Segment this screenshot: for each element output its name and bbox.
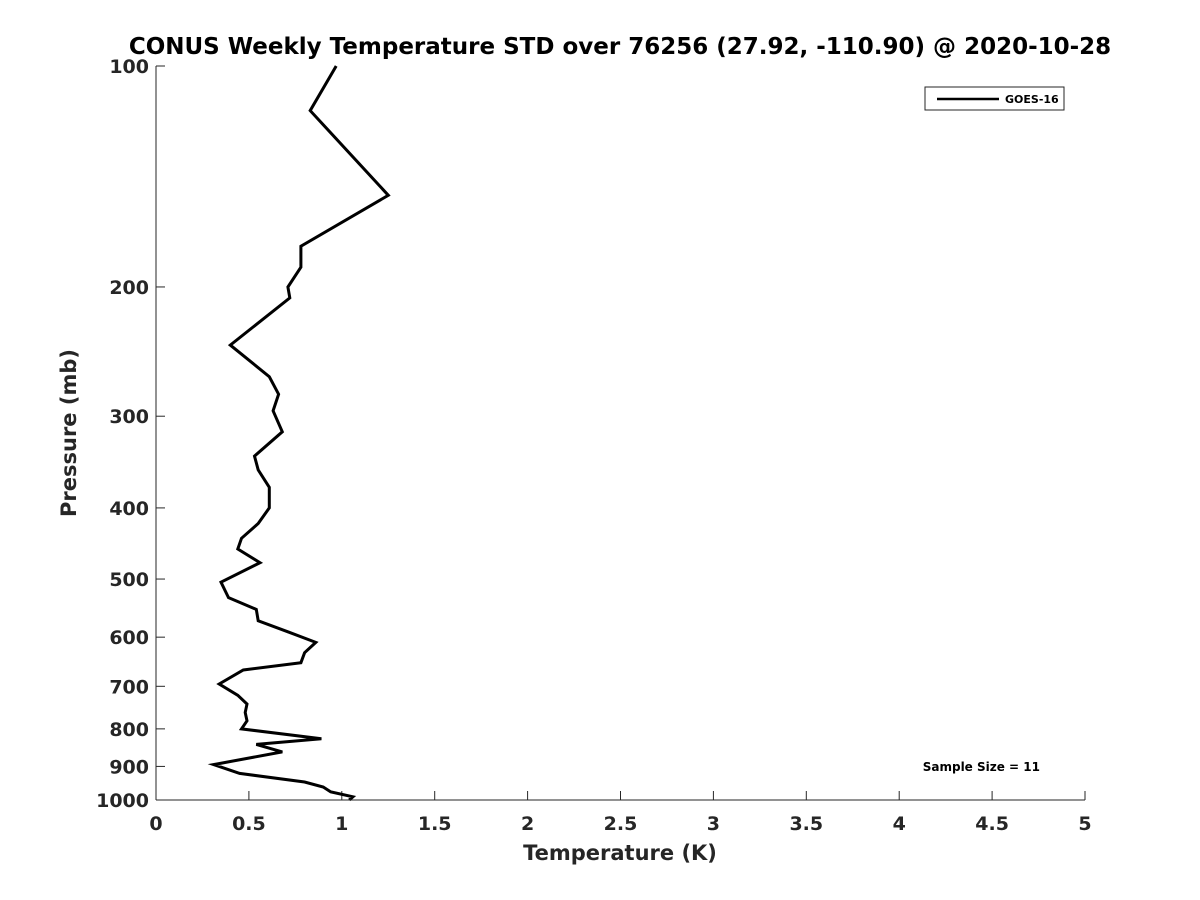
- legend-label-goes-16: GOES-16: [1005, 93, 1059, 106]
- y-tick-label: 800: [109, 719, 149, 741]
- x-tick-label: 0.5: [232, 813, 266, 835]
- y-tick-label: 200: [109, 277, 149, 299]
- series-line-goes-16: [207, 65, 391, 802]
- y-tick-label: 100: [109, 56, 149, 78]
- x-axis-label: Temperature (K): [523, 841, 717, 865]
- x-tick-label: 1.5: [418, 813, 452, 835]
- x-tick-label: 3: [707, 813, 720, 835]
- y-tick-label: 300: [109, 406, 149, 428]
- x-tick-label: 5: [1078, 813, 1091, 835]
- series-layer: [207, 65, 391, 802]
- y-axis-ticks: 100 200 300 400 500 600 700 800 900 1000: [96, 56, 165, 812]
- x-tick-label: 4.5: [975, 813, 1009, 835]
- y-tick-label: 1000: [96, 790, 149, 812]
- x-tick-label: 0: [149, 813, 162, 835]
- x-tick-label: 1: [335, 813, 348, 835]
- y-tick-label: 500: [109, 569, 149, 591]
- plot-area: [156, 66, 1085, 800]
- x-tick-label: 3.5: [789, 813, 823, 835]
- x-axis-ticks: 0 0.5 1 1.5 2 2.5 3 3.5 4 4.5 5: [149, 791, 1092, 835]
- legend: GOES-16: [924, 86, 1065, 111]
- sample-size-annotation: Sample Size = 11: [923, 760, 1040, 774]
- x-tick-label: 2.5: [604, 813, 638, 835]
- x-tick-label: 4: [893, 813, 906, 835]
- y-tick-label: 400: [109, 498, 149, 520]
- y-tick-label: 700: [109, 676, 149, 698]
- y-tick-label: 600: [109, 627, 149, 649]
- x-tick-label: 2: [521, 813, 534, 835]
- y-axis-label: Pressure (mb): [57, 349, 81, 517]
- chart-title: CONUS Weekly Temperature STD over 76256 …: [129, 34, 1111, 60]
- y-tick-label: 900: [109, 756, 149, 778]
